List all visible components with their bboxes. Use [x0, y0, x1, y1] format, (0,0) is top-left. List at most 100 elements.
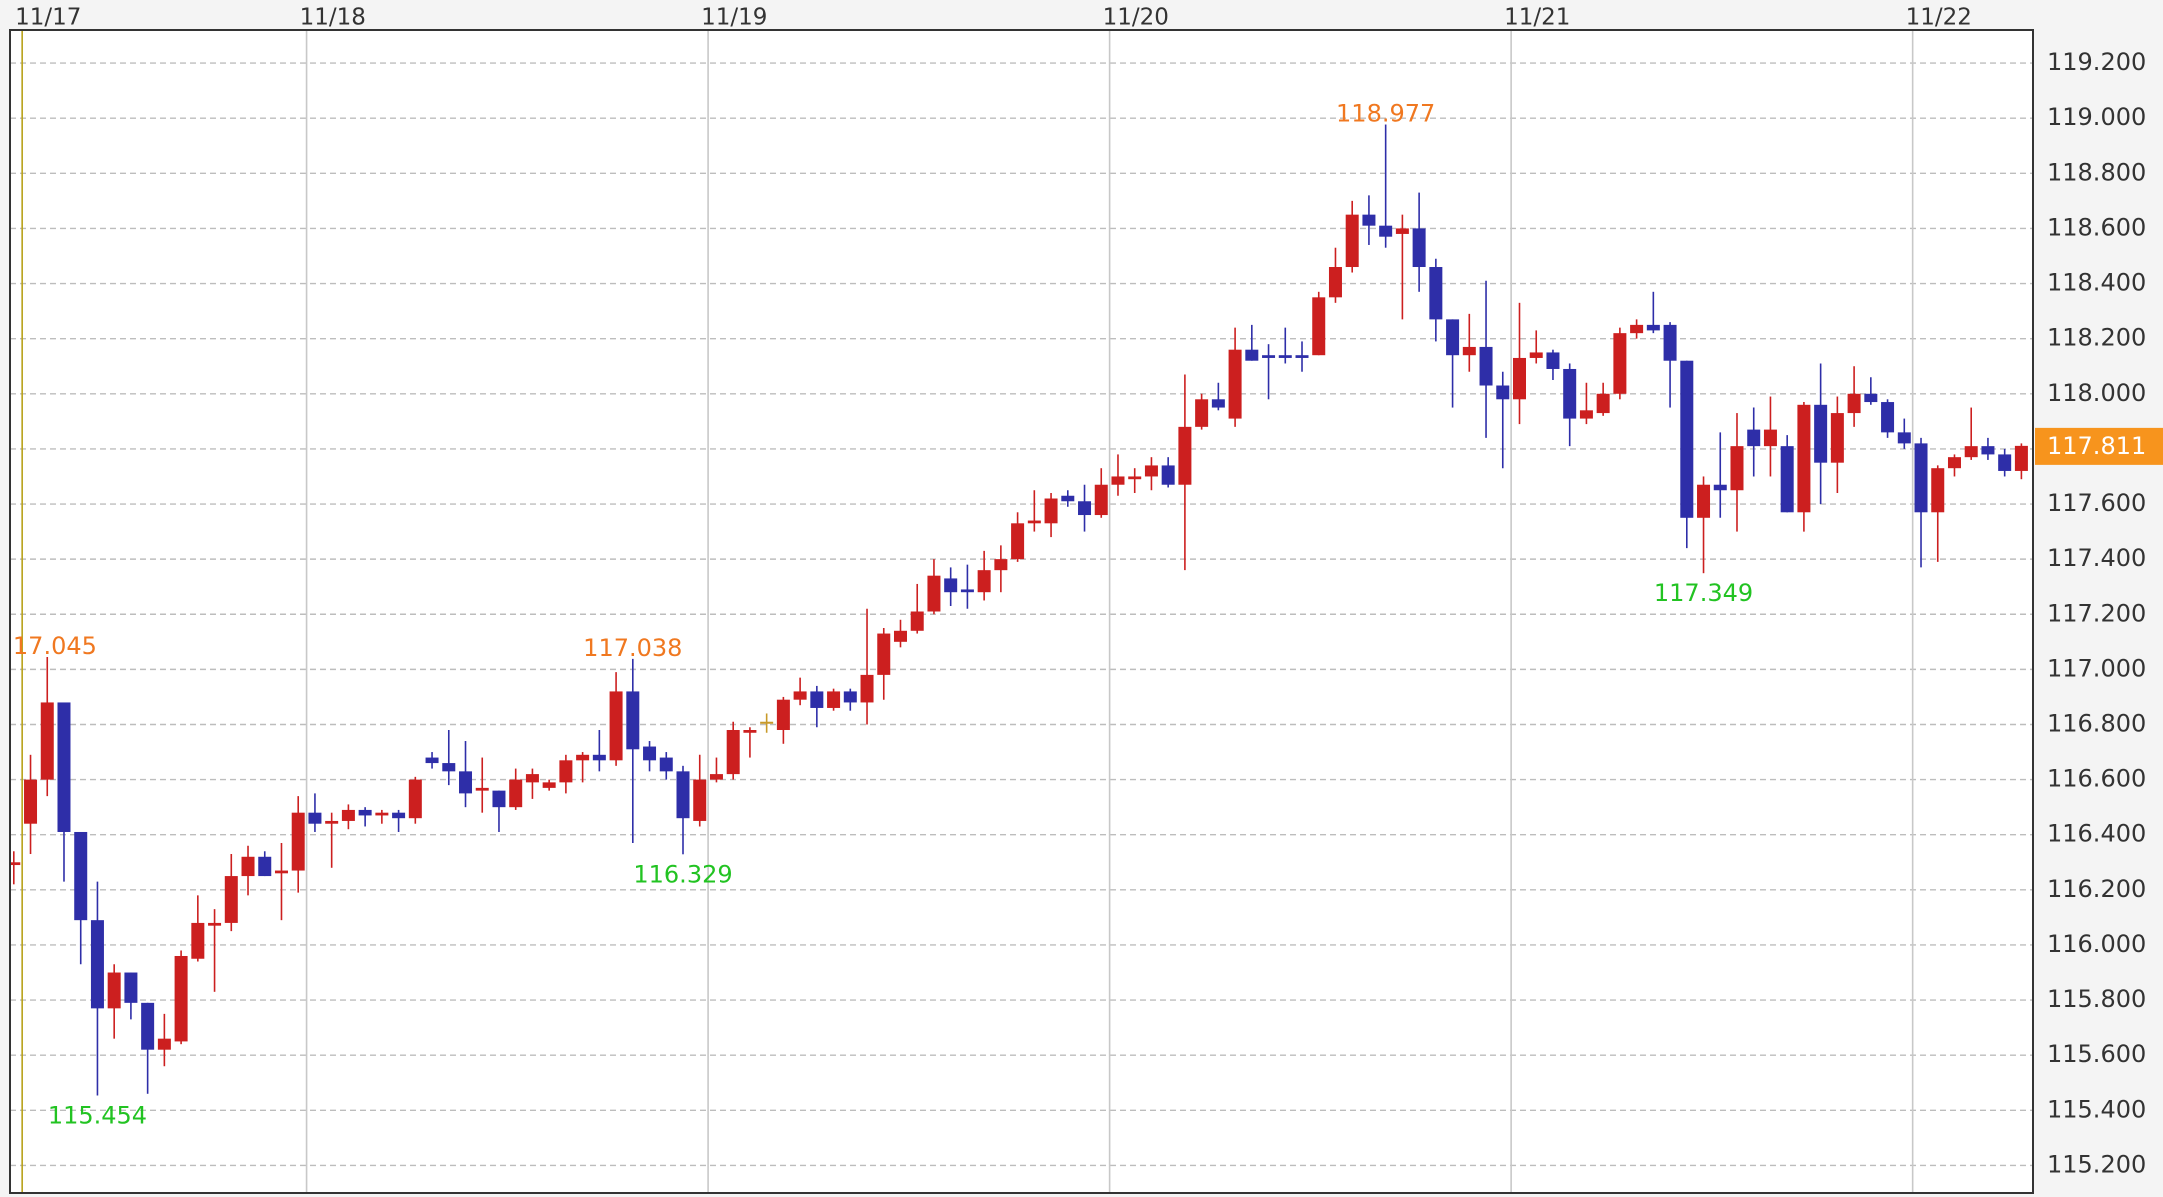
candle-body: [24, 779, 38, 824]
candle-body: [643, 746, 657, 761]
candle-body: [1295, 355, 1309, 358]
y-tick-label: 118.400: [2047, 269, 2146, 297]
candle-body: [525, 774, 539, 783]
candle-body: [1362, 214, 1376, 226]
y-tick-label: 116.800: [2047, 709, 2146, 737]
candle-body: [1094, 484, 1108, 516]
candle-body: [977, 570, 991, 593]
x-tick-label: 11/20: [1103, 5, 1169, 31]
y-tick-label: 119.000: [2047, 103, 2146, 131]
candle-body: [927, 575, 941, 612]
candle-body: [1379, 225, 1393, 237]
candle-body: [1881, 402, 1895, 433]
candle-body: [157, 1038, 171, 1050]
candle-body: [1078, 501, 1092, 516]
candle-body: [1312, 297, 1326, 356]
candle-body: [1228, 349, 1242, 419]
candle-body: [877, 633, 891, 675]
candle-body: [1395, 228, 1409, 234]
candle-body: [1630, 324, 1644, 334]
y-tick-label: 115.400: [2047, 1095, 2146, 1123]
candle-body: [1446, 319, 1460, 356]
candle-body: [860, 674, 874, 703]
candle-body: [1178, 426, 1192, 485]
candle-body: [1814, 404, 1828, 463]
candle-body: [325, 820, 339, 824]
candle-body: [760, 721, 774, 724]
extreme-label: 117.038: [583, 634, 682, 662]
candle-body: [1663, 324, 1677, 361]
extreme-label: 118.977: [1336, 100, 1435, 128]
candle-body: [542, 782, 556, 788]
candle-body: [1429, 267, 1443, 320]
y-tick-label: 116.400: [2047, 820, 2146, 848]
candle-body: [693, 779, 707, 821]
candle-body: [1981, 446, 1995, 455]
candle-body: [1864, 393, 1878, 403]
candle-body: [10, 862, 21, 866]
y-tick-label: 116.200: [2047, 875, 2146, 903]
candle-body: [1195, 399, 1209, 427]
candle-body: [1479, 346, 1493, 386]
candle-body: [1947, 457, 1961, 469]
candle-body: [509, 779, 523, 808]
candle-body: [1797, 404, 1811, 513]
candle-body: [40, 702, 54, 780]
candle-body: [726, 730, 740, 775]
candle-body: [1328, 267, 1342, 298]
candle-body: [1211, 399, 1225, 408]
candle-body: [1262, 355, 1276, 358]
candle-body: [1646, 324, 1660, 331]
candle-body: [375, 812, 389, 816]
candle-body: [559, 760, 573, 783]
labels: 115.200 115.400 115.600 115.800 116.000 116.2…: [15, 5, 2163, 1178]
candle-body: [1697, 484, 1711, 518]
y-tick-label: 118.000: [2047, 379, 2146, 407]
candle-body: [893, 630, 907, 642]
y-tick-label: 115.600: [2047, 1040, 2146, 1068]
candle-body: [592, 754, 606, 761]
candle-body: [1998, 454, 2012, 471]
candle-body: [1931, 468, 1945, 513]
candle-body: [676, 771, 690, 819]
candle-body: [1128, 476, 1142, 480]
candle-body: [1596, 393, 1610, 414]
x-tick-label: 11/22: [1906, 5, 1972, 31]
y-tick-label: 119.200: [2047, 48, 2146, 76]
candle-body: [576, 754, 590, 761]
candle-body: [1546, 352, 1560, 369]
candle-body: [408, 779, 422, 819]
candle-body: [1563, 368, 1577, 419]
candle-body: [1897, 432, 1911, 444]
candle-body: [1111, 476, 1125, 485]
candle-body: [459, 771, 473, 794]
y-tick-label: 117.000: [2047, 654, 2146, 682]
candle-body: [1763, 429, 1777, 447]
candle-body: [74, 831, 88, 921]
candle-body: [1245, 349, 1259, 361]
y-tick-label: 117.400: [2047, 544, 2146, 572]
candles: 117.045 117.038 118.977 115.454 116.329 117.3…: [10, 100, 2028, 1129]
candle-body: [776, 699, 790, 731]
candle-body: [793, 691, 807, 700]
candle-body: [358, 809, 372, 816]
y-tick-label: 118.600: [2047, 213, 2146, 241]
extreme-label: 117.349: [1654, 579, 1753, 607]
grid: [10, 30, 2033, 1193]
candle-body: [1278, 355, 1292, 358]
last-price-label: 117.811: [2047, 432, 2146, 460]
candle-body: [1529, 352, 1543, 358]
candle-body: [191, 922, 205, 959]
candle-body: [1496, 385, 1510, 400]
candle-body: [274, 870, 288, 874]
candle-body: [1847, 393, 1861, 414]
candle-body: [90, 920, 104, 1009]
candle-body: [1412, 228, 1426, 268]
y-tick-label: 115.800: [2047, 985, 2146, 1013]
candle-body: [960, 589, 974, 593]
candle-body: [141, 1002, 155, 1050]
candle-body: [1680, 360, 1694, 518]
candle-body: [743, 730, 757, 733]
